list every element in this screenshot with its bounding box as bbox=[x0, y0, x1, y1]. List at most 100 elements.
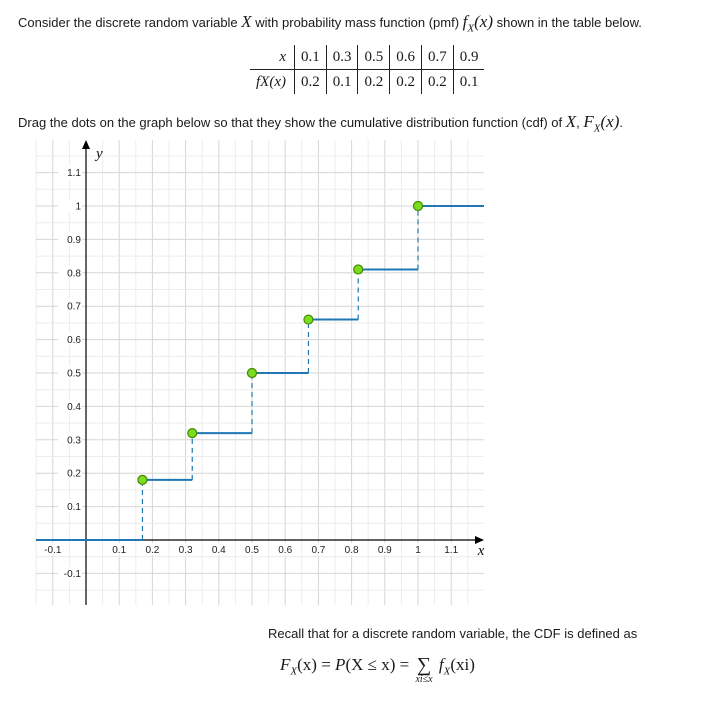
formula-prob: P bbox=[335, 655, 346, 674]
y-tick-label: 0.9 bbox=[67, 235, 81, 246]
y-tick-label: 0.5 bbox=[67, 369, 81, 380]
x-tick-label-bg bbox=[209, 543, 228, 555]
y-tick-label: 0.6 bbox=[67, 335, 81, 346]
formula-lhs: F bbox=[280, 655, 291, 674]
y-tick-label-bg bbox=[58, 332, 82, 346]
x-tick-label: 1.1 bbox=[444, 545, 458, 556]
x-tick-label: 0.6 bbox=[278, 545, 292, 556]
pmf-table-x-cell: 0.9 bbox=[453, 45, 485, 70]
recall-text: Recall that for a discrete random variab… bbox=[268, 626, 638, 641]
pmf-table-p-cell: 0.2 bbox=[421, 69, 454, 94]
y-tick-label-bg bbox=[58, 299, 82, 313]
cdf-graph[interactable]: -0.1 0.1 0.2 0.3 0.4 0.5 0.6 0.7 0.8 0.9 1 1.11.110… bbox=[0, 0, 715, 620]
x-axis-label: x bbox=[477, 543, 485, 559]
x-tick-label: 0.8 bbox=[345, 545, 359, 556]
draggable-point[interactable] bbox=[137, 474, 148, 485]
y-tick-label: 0.8 bbox=[67, 268, 81, 279]
draggable-point[interactable] bbox=[187, 428, 198, 439]
y-tick-label-bg bbox=[58, 232, 82, 246]
x-axis-arrow-icon bbox=[475, 536, 484, 544]
x-tick-label-bg bbox=[342, 543, 361, 555]
formula-rhs: f bbox=[434, 655, 444, 674]
y-tick-label-bg bbox=[58, 566, 82, 580]
draggable-point[interactable] bbox=[412, 200, 424, 212]
x-tick-label-bg bbox=[409, 543, 427, 555]
y-tick-label: 0.1 bbox=[67, 502, 81, 513]
pmf-table-row-x: x 0.1 0.3 0.5 0.6 0.7 0.9 bbox=[250, 45, 485, 70]
x-tick-label: -0.1 bbox=[44, 545, 62, 556]
pmf-table-p-header: fX(x) bbox=[250, 69, 295, 94]
x-tick-label-bg bbox=[309, 543, 328, 555]
sum-sigma: ∑ bbox=[416, 654, 432, 676]
pmf-table-row-p: fX(x) 0.2 0.1 0.2 0.2 0.2 0.1 bbox=[250, 69, 484, 94]
y-tick-label: 1 bbox=[75, 202, 81, 213]
formula-lhs-arg: (x) = bbox=[297, 655, 336, 674]
pmf-table-p-cell: 0.1 bbox=[326, 69, 359, 94]
pmf-symbol-sub: X bbox=[467, 22, 475, 35]
y-tick-label-bg bbox=[58, 265, 82, 279]
pmf-table-x-cell: 0.7 bbox=[421, 45, 454, 70]
y-tick-label: 1.1 bbox=[67, 168, 81, 179]
cdf-symbol-f: F bbox=[583, 112, 594, 131]
x-tick-label-bg bbox=[243, 543, 261, 555]
x-tick-label: 0.5 bbox=[245, 545, 259, 556]
formula-sum: ∑ xi≤x bbox=[415, 655, 432, 685]
pmf-symbol-f: f bbox=[462, 12, 468, 31]
pmf-table: x 0.1 0.3 0.5 0.6 0.7 0.9 fX(x) 0.2 0.1 … bbox=[250, 45, 485, 94]
x-tick-label-bg bbox=[276, 543, 295, 555]
y-axis-label: y bbox=[94, 146, 103, 162]
x-tick-label: 0.4 bbox=[212, 545, 226, 556]
y-tick-label-bg bbox=[58, 499, 82, 513]
pmf-table-p-cell: 0.2 bbox=[294, 69, 327, 94]
y-tick-label-bg bbox=[58, 466, 82, 480]
y-axis-arrow-icon bbox=[82, 140, 90, 149]
y-tick-label-bg bbox=[58, 199, 82, 212]
cdf-symbol-sub: X bbox=[593, 122, 601, 135]
x-tick-label-bg bbox=[110, 543, 129, 555]
sum-subscript: xi≤x bbox=[415, 674, 433, 685]
x-tick-label-bg bbox=[442, 543, 461, 555]
instruction-text-3: . bbox=[619, 115, 624, 130]
cdf-symbol-arg: (x) bbox=[600, 112, 620, 131]
random-variable-symbol: X bbox=[241, 12, 252, 31]
instruction: Drag the dots on the graph below so that… bbox=[18, 112, 623, 134]
y-tick-label-bg bbox=[58, 432, 82, 446]
draggable-point[interactable] bbox=[303, 314, 314, 325]
x-tick-label-bg bbox=[176, 543, 195, 555]
y-tick-label: -0.1 bbox=[64, 569, 82, 580]
pmf-table-p-cell: 0.2 bbox=[389, 69, 422, 94]
instruction-text-2: , bbox=[576, 115, 584, 130]
y-tick-label-bg bbox=[58, 366, 82, 379]
y-tick-label: 0.3 bbox=[67, 435, 81, 446]
x-tick-label-bg bbox=[43, 543, 62, 555]
formula-lhs-sub: X bbox=[290, 665, 298, 678]
x-tick-label-bg bbox=[375, 543, 394, 555]
y-tick-label-bg bbox=[58, 165, 82, 179]
x-tick-label: 0.2 bbox=[145, 545, 159, 556]
x-tick-label: 0.9 bbox=[378, 545, 392, 556]
pmf-symbol-arg: (x) bbox=[474, 12, 493, 31]
x-tick-label: 0.7 bbox=[311, 545, 325, 556]
draggable-point[interactable] bbox=[353, 264, 364, 275]
pmf-table-x-cell: 0.6 bbox=[389, 45, 422, 70]
pmf-table-p-cell: 0.2 bbox=[357, 69, 391, 94]
draggable-point[interactable] bbox=[246, 367, 258, 379]
cdf-symbol: FX(x) bbox=[583, 112, 620, 135]
x-tick-label: 1 bbox=[415, 545, 421, 556]
pmf-table-x-cell: 0.1 bbox=[294, 45, 327, 70]
intro-text-1: Consider the discrete random variable bbox=[18, 15, 242, 30]
pmf-table-x-header: x bbox=[250, 45, 295, 70]
formula-rhs-sub: X bbox=[443, 665, 451, 678]
intro-text-3: shown in the table below. bbox=[492, 15, 642, 30]
x-tick-label-bg bbox=[143, 543, 162, 555]
problem-intro: Consider the discrete random variable X … bbox=[18, 12, 642, 34]
intro-text-2: with probability mass function (pmf) bbox=[251, 15, 463, 30]
y-tick-label-bg bbox=[58, 399, 82, 413]
pmf-table-x-cell: 0.3 bbox=[326, 45, 359, 70]
pmf-table-x-cell: 0.5 bbox=[357, 45, 391, 70]
y-tick-label: 0.4 bbox=[67, 402, 81, 413]
pmf-symbol: fX(x) bbox=[462, 12, 493, 35]
instruction-text-1: Drag the dots on the graph below so that… bbox=[18, 115, 566, 130]
formula-rhs-arg: (xi) bbox=[450, 655, 475, 674]
y-tick-label: 0.7 bbox=[67, 302, 81, 313]
